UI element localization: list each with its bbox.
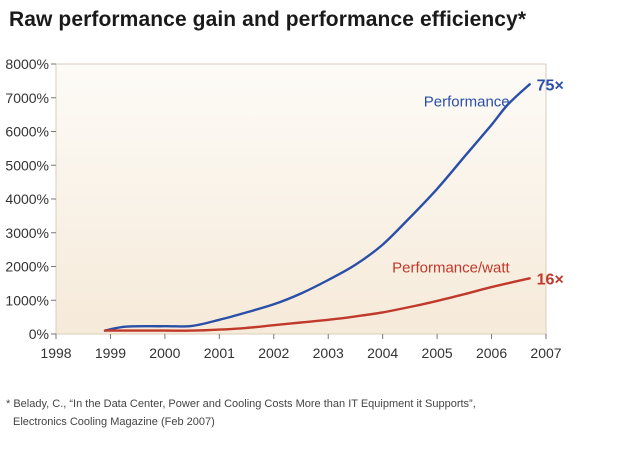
y-tick-label: 8000%	[5, 56, 49, 72]
y-axis: 0% 1000% 2000% 3000% 4000% 5000% 6000% 7000% 800…	[5, 56, 56, 342]
x-tick-label: 2004	[367, 345, 398, 361]
y-tick-label: 1000%	[5, 292, 49, 308]
x-axis: 1998 1999 2000 2001 2002 2003 2004 2005 2006 2007	[40, 334, 562, 361]
series-end-label-performance-watt: 16×	[537, 271, 564, 288]
y-tick-label: 5000%	[5, 157, 49, 173]
series-name-label-performance: Performance	[424, 93, 510, 110]
x-tick-label: 2007	[530, 345, 561, 361]
y-tick-label: 0%	[29, 326, 49, 342]
y-tick-label: 7000%	[5, 90, 49, 106]
x-tick-label: 2006	[476, 345, 507, 361]
x-tick-label: 2005	[422, 345, 453, 361]
series-line-performance	[103, 83, 531, 332]
y-tick-label: 2000%	[5, 259, 49, 275]
series-end-label-performance: 75×	[537, 77, 564, 94]
series-labels: 75× Performance 16× Performance/watt	[392, 77, 564, 288]
series-line-performance-watt	[103, 277, 531, 332]
plot-area	[55, 63, 547, 335]
x-tick-label: 1999	[95, 345, 126, 361]
series-name-label-performance-watt: Performance/watt	[392, 259, 510, 276]
x-tick-label: 2001	[204, 345, 235, 361]
x-tick-label: 2003	[313, 345, 344, 361]
chart-title: Raw performance gain and performance eff…	[9, 8, 527, 31]
footnote-source: Electronics Cooling Magazine (Feb 2007)	[13, 416, 215, 428]
series-lines	[103, 83, 531, 332]
y-tick-label: 4000%	[5, 191, 49, 207]
x-tick-label: 2002	[258, 345, 289, 361]
y-tick-label: 6000%	[5, 124, 49, 140]
x-tick-label: 2000	[149, 345, 180, 361]
footnote-citation: * Belady, C., “In the Data Center, Power…	[6, 398, 476, 410]
y-tick-label: 3000%	[5, 225, 49, 241]
x-tick-label: 1998	[40, 345, 71, 361]
